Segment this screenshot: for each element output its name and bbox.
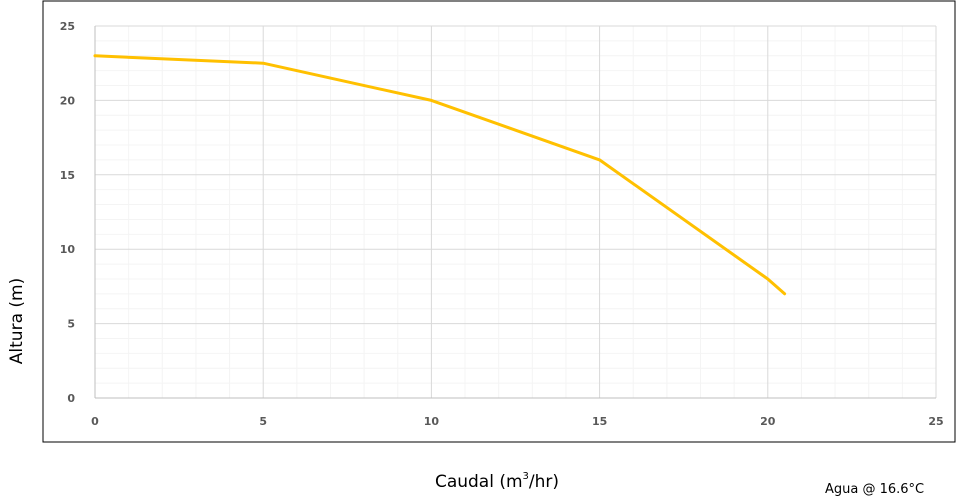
x-tick-label: 10 <box>424 415 440 428</box>
x-tick-label: 25 <box>928 415 943 428</box>
x-axis-title-main: Caudal (m <box>435 472 523 492</box>
x-axis-title-superscript: 3 <box>523 471 529 482</box>
fluid-condition-note: Agua @ 16.6°C <box>825 482 924 497</box>
x-tick-label: 5 <box>259 415 267 428</box>
y-tick-label: 20 <box>60 94 76 107</box>
y-axis-title: Altura (m) <box>7 278 27 364</box>
y-tick-label: 25 <box>60 20 75 33</box>
tick-labels: 0 5 10 15 20 25 0 5 10 15 20 25 <box>60 20 944 428</box>
x-tick-label: 0 <box>91 415 99 428</box>
y-tick-label: 15 <box>60 169 75 182</box>
axes <box>94 26 936 399</box>
x-axis-title: Caudal (m3/hr) <box>435 471 559 492</box>
series-layer <box>93 54 787 296</box>
series-line <box>93 54 787 296</box>
x-axis-title-suffix: /hr) <box>529 472 559 492</box>
y-tick-label: 0 <box>67 392 75 405</box>
x-tick-label: 20 <box>760 415 776 428</box>
y-tick-label: 10 <box>60 243 76 256</box>
y-tick-label: 5 <box>67 318 75 331</box>
x-tick-label: 15 <box>592 415 607 428</box>
